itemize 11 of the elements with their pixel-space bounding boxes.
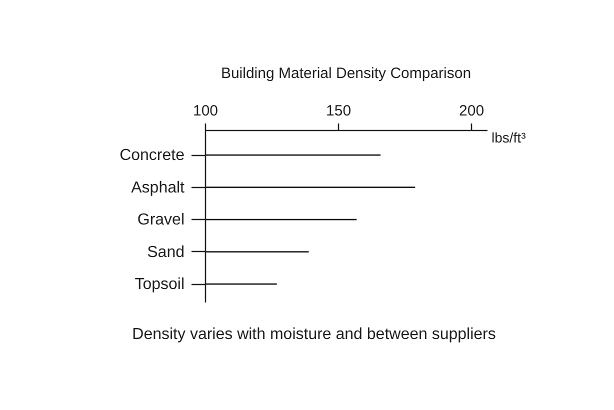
- x-axis-title: lbs/ft³: [492, 130, 526, 146]
- text: Density varies with moisture and between suppliers: [132, 326, 496, 343]
- y-tick-label: Gravel: [137, 212, 184, 229]
- x-tick-label: 200: [459, 102, 484, 120]
- y-tick-label: Topsoil: [134, 276, 184, 294]
- y-tick-label: Concrete: [120, 147, 185, 164]
- x-tick-label: 100: [192, 102, 218, 120]
- y-tick-label: Asphalt: [131, 179, 186, 196]
- y-tick-label: Sand: [147, 244, 184, 261]
- chart-title: Building Material Density Comparison: [220, 65, 472, 82]
- x-tick-label: 150: [326, 102, 352, 120]
